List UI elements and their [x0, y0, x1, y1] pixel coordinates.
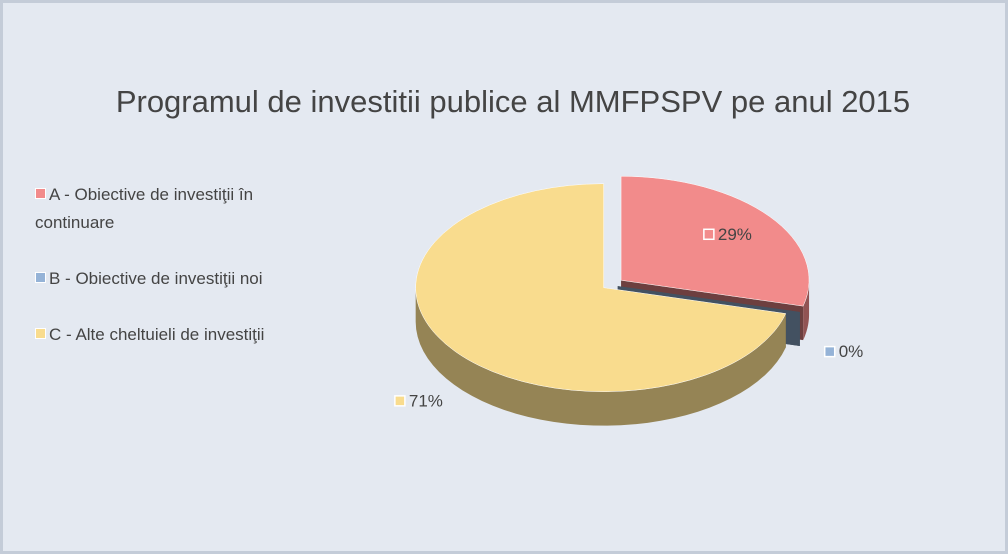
- legend-entry: C - Alte cheltuieli de investiţii: [35, 321, 297, 349]
- data-label-swatch: [703, 228, 715, 241]
- pie-side: [415, 287, 786, 426]
- data-label: 29%: [718, 225, 752, 244]
- data-label-swatch: [823, 345, 836, 358]
- pie-slice: [620, 176, 810, 307]
- legend-label: A - Obiective de investiţii în continuar…: [35, 185, 254, 232]
- data-label: 0%: [839, 342, 864, 361]
- legend-label: B - Obiective de investiţii noi: [49, 269, 263, 288]
- pie-side: [803, 280, 810, 341]
- legend-swatch: [35, 188, 46, 199]
- legend-swatch: [35, 272, 46, 283]
- legend-label: C - Alte cheltuieli de investiţii: [49, 325, 265, 344]
- data-label: 71%: [409, 391, 443, 410]
- legend-entry: A - Obiective de investiţii în continuar…: [35, 181, 297, 237]
- data-label-swatch: [394, 395, 406, 407]
- pie-slice: [415, 183, 787, 392]
- chart-title: Programul de investitii publice al MMFPS…: [115, 84, 911, 119]
- legend-swatch: [35, 328, 46, 339]
- pie-plot: 29% 0% 71%: [394, 176, 864, 426]
- legend-entry: B - Obiective de investiţii noi: [35, 265, 297, 293]
- legend: A - Obiective de investiţii în continuar…: [35, 181, 297, 377]
